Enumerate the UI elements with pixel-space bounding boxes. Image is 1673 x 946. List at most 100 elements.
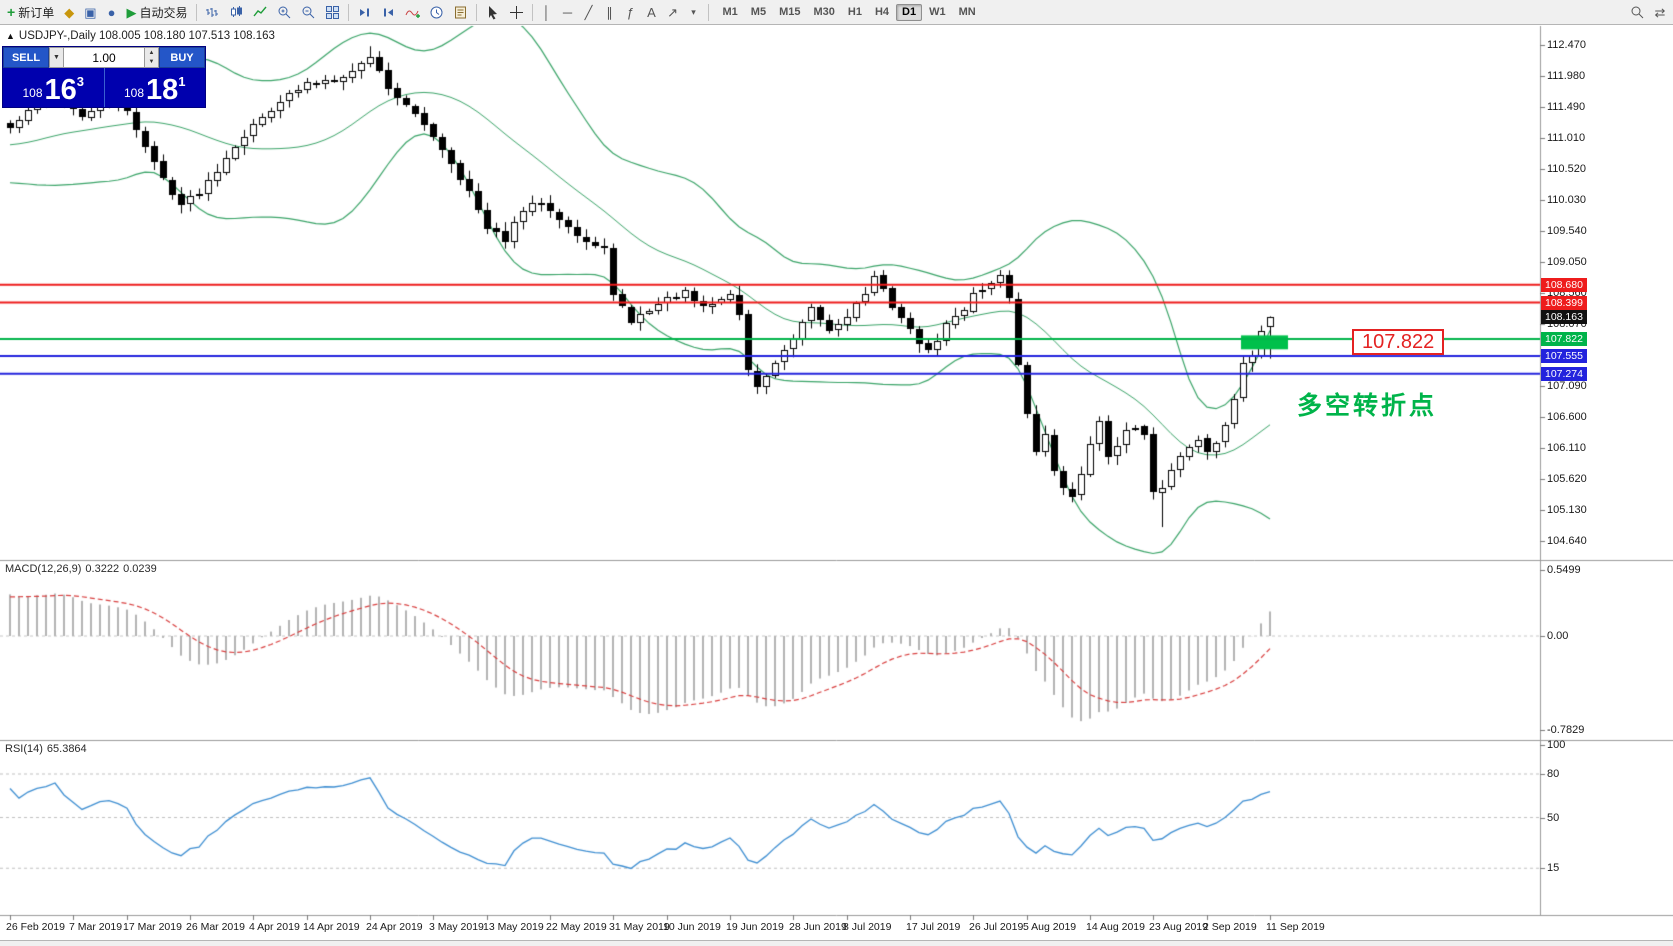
date-label: 7 Mar 2019 [69, 921, 123, 933]
price-scale-label: 106.600 [1547, 411, 1587, 423]
channel-tool[interactable]: ∥ [600, 2, 620, 22]
candlestick-chart-button[interactable] [225, 2, 248, 22]
zoom-in-icon [278, 6, 290, 18]
buy-pips: 18 [146, 74, 179, 107]
price-scale-label: 111.980 [1547, 70, 1586, 82]
line-chart-button[interactable] [249, 2, 272, 22]
price-scale-label: 106.110 [1547, 442, 1586, 454]
channel-icon: ∥ [606, 4, 613, 20]
cursor-tool-button[interactable] [481, 2, 504, 22]
rsi-scale-label: 100 [1547, 739, 1566, 751]
pivot-price-label[interactable]: 107.822 [1352, 329, 1445, 355]
market-watch-button[interactable]: ◆ [59, 2, 79, 22]
lot-size-input[interactable]: 1.00 [64, 47, 144, 68]
arrows-tool[interactable]: ↗ [663, 2, 683, 22]
switch-view-button[interactable]: ⇄ [1650, 2, 1670, 22]
bar-chart-button[interactable] [201, 2, 224, 22]
date-label: 17 Mar 2019 [123, 921, 182, 933]
timeframe-button-M5[interactable]: M5 [750, 5, 767, 18]
trade-panel-controls: SELL ▼ 1.00 ▲ ▼ BUY [3, 47, 205, 68]
timeframe-button-M15[interactable]: M15 [779, 5, 801, 18]
sell-price[interactable]: 108 16 3 [3, 68, 105, 107]
sell-big-figure: 108 [22, 86, 43, 100]
lot-stepper[interactable]: ▲ ▼ [144, 47, 159, 68]
chart-shift-button[interactable] [377, 2, 400, 22]
price-scale-label: 110.030 [1547, 194, 1586, 206]
tile-windows-icon [325, 5, 339, 19]
buy-price[interactable]: 108 18 1 [105, 68, 206, 107]
auto-scroll-button[interactable] [353, 2, 376, 22]
tick-direction-icon: ▲ [6, 31, 15, 41]
price-scale-label: 105.130 [1547, 504, 1587, 516]
date-label: 28 Jun 2019 [789, 921, 847, 933]
chart-shift-icon [383, 8, 393, 16]
data-window-icon: ▣ [84, 4, 97, 20]
search-button[interactable] [1626, 2, 1649, 22]
timeframe-button-W1[interactable]: W1 [929, 5, 946, 18]
periods-button[interactable] [425, 2, 448, 22]
zoom-in-button[interactable] [273, 2, 296, 22]
date-label: 10 Jun 2019 [663, 921, 721, 933]
price-badge-support-line-2: 107.274 [1541, 366, 1587, 381]
periods-icon [430, 6, 443, 18]
timeframe-button-D1[interactable]: D1 [896, 3, 923, 21]
one-click-trade-panel: SELL ▼ 1.00 ▲ ▼ BUY 108 16 3 108 18 1 [2, 46, 206, 108]
macd-scale-zero: 0.00 [1547, 630, 1569, 642]
indicators-icon [405, 9, 420, 18]
timeframe-group: M1 M5 M15 M30 H1 H4 D1 W1 MN [717, 3, 982, 21]
date-label: 2 Sep 2019 [1203, 921, 1257, 933]
buy-big-figure: 108 [123, 86, 145, 100]
crosshair-tool-button[interactable] [505, 2, 528, 22]
status-bar [0, 940, 1673, 946]
fibonacci-tool[interactable]: ƒ [621, 2, 641, 22]
autotrading-button[interactable]: ▶ 自动交易 [123, 2, 192, 22]
candlestick-chart-icon [230, 5, 242, 17]
price-scale-label: 110.520 [1547, 163, 1586, 175]
stepper-up-icon: ▲ [148, 49, 155, 56]
horizontal-line-icon: ─ [562, 4, 573, 20]
macd-name: MACD(12,26,9) [5, 563, 82, 575]
date-label: 5 Aug 2019 [1023, 921, 1077, 933]
trendline-tool[interactable]: ╱ [579, 2, 599, 22]
date-label: 24 Apr 2019 [366, 921, 423, 933]
timeframe-button-M30[interactable]: M30 [813, 5, 835, 18]
templates-button[interactable] [449, 2, 472, 22]
data-window-button[interactable]: ▣ [80, 2, 100, 22]
timeframe-button-H1[interactable]: H1 [847, 5, 862, 18]
buy-pipette: 1 [178, 74, 186, 89]
buy-button[interactable]: BUY [159, 47, 205, 68]
stepper-down-icon: ▼ [148, 59, 155, 66]
indicators-button[interactable] [401, 2, 424, 22]
main-toolbar: + 新订单 ◆ ▣ ● ▶ 自动交易 [0, 0, 1673, 25]
price-scale-label: 109.050 [1547, 256, 1587, 268]
new-order-icon: + [7, 4, 16, 20]
timeframe-button-MN[interactable]: MN [958, 5, 976, 18]
tools-dropdown[interactable]: ▾ [684, 2, 704, 22]
new-order-button[interactable]: + 新订单 [3, 2, 58, 22]
zoom-out-icon [302, 6, 314, 18]
tile-windows-button[interactable] [321, 2, 344, 22]
rsi-label: RSI(14) 65.3864 [5, 743, 91, 755]
rsi-scale-label: 80 [1547, 768, 1560, 780]
vertical-line-tool[interactable]: │ [537, 2, 557, 22]
date-label: 14 Apr 2019 [303, 921, 360, 933]
sell-button[interactable]: SELL [3, 47, 49, 68]
navigator-button[interactable]: ● [102, 2, 122, 22]
price-scale-label: 111.490 [1547, 101, 1586, 113]
line-chart-icon [252, 6, 267, 16]
text-tool[interactable]: A [642, 2, 662, 22]
lot-dropdown-button[interactable]: ▼ [49, 47, 64, 68]
rsi-name: RSI(14) [5, 743, 43, 755]
rsi-scale-label: 15 [1547, 862, 1560, 875]
timeframe-button-M1[interactable]: M1 [722, 5, 738, 18]
timeframe-button-H4[interactable]: H4 [874, 5, 890, 18]
price-scale-label: 112.470 [1547, 39, 1586, 51]
date-label: 31 May 2019 [609, 921, 670, 933]
autotrading-icon: ▶ [126, 4, 137, 20]
horizontal-line-tool[interactable]: ─ [558, 2, 578, 22]
macd-main-value: 0.3222 [85, 563, 120, 575]
search-icon [1631, 6, 1644, 18]
zoom-out-button[interactable] [297, 2, 320, 22]
chevron-down-icon: ▼ [53, 54, 60, 61]
